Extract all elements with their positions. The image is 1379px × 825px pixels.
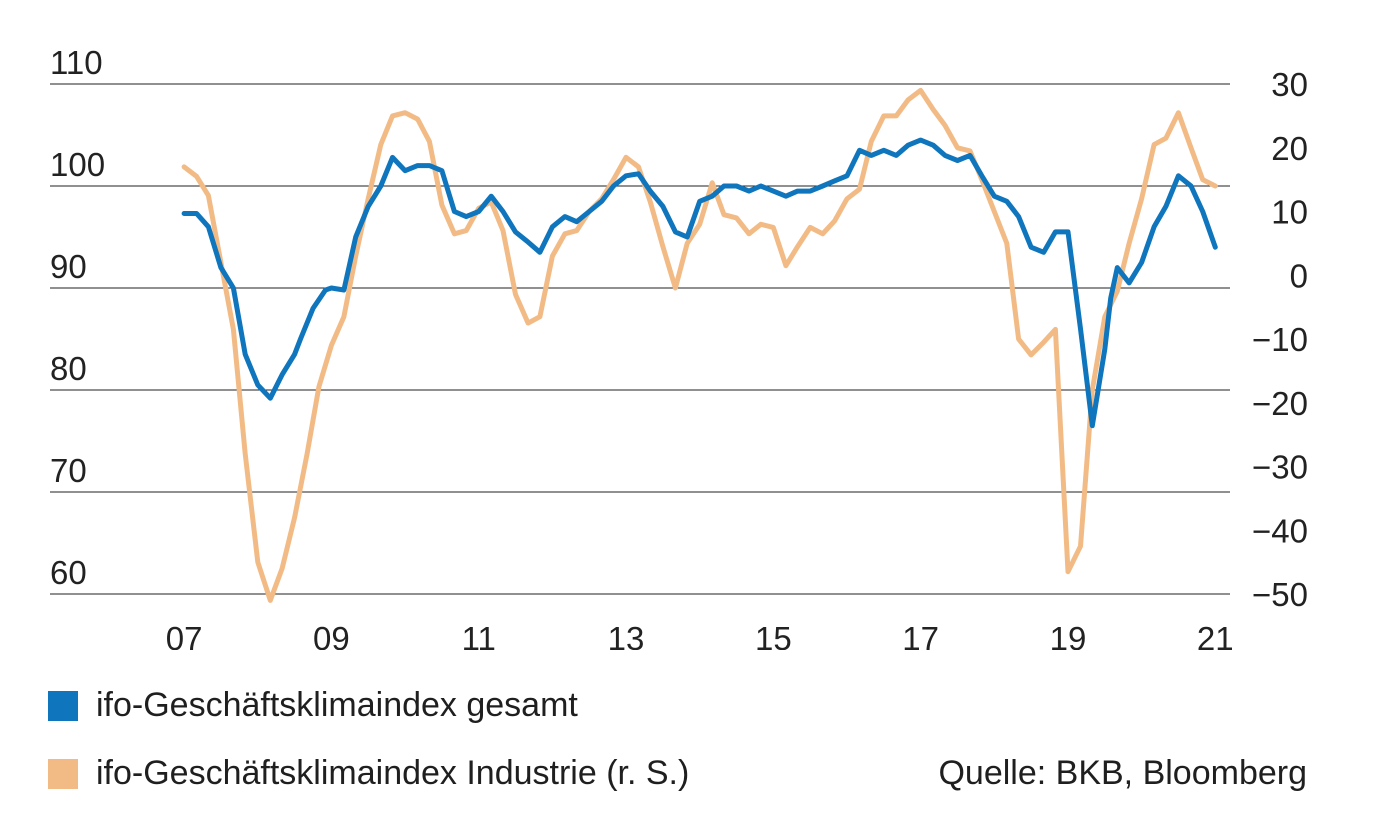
- left-axis-tick-label: 100: [50, 146, 105, 183]
- x-axis-tick-label: 09: [313, 620, 350, 650]
- right-axis-tick-label: 30: [1271, 66, 1308, 103]
- left-axis-tick-label: 70: [50, 452, 87, 489]
- legend-item-industrie: ifo-Geschäftsklimaindex Industrie (r. S.…: [48, 754, 689, 793]
- x-axis-tick-label: 19: [1050, 620, 1087, 650]
- right-axis-tick-label: −20: [1252, 385, 1308, 422]
- x-axis-tick-label: 13: [608, 620, 645, 650]
- x-axis-tick-label: 21: [1197, 620, 1234, 650]
- gridlines: [50, 83, 1230, 595]
- right-axis-tick-label: 0: [1290, 257, 1308, 294]
- right-axis-tick-label: 20: [1271, 130, 1308, 167]
- x-axis-tick-label: 15: [755, 620, 792, 650]
- left-axis-tick-label: 80: [50, 350, 87, 387]
- series-line-industrie: [181, 87, 1218, 603]
- right-axis-tick-label: −40: [1252, 512, 1308, 549]
- right-axis-tick-label: 10: [1271, 194, 1308, 231]
- x-axis-tick-labels: 07 09 11 13 15 17 19 21: [166, 620, 1234, 650]
- left-axis-tick-label: 90: [50, 248, 87, 285]
- x-axis-tick-label: 11: [462, 620, 496, 650]
- legend-label-industrie: ifo-Geschäftsklimaindex Industrie (r. S.…: [96, 754, 690, 792]
- left-axis-tick-label: 110: [50, 44, 103, 81]
- legend-swatch-gesamt: [48, 690, 78, 721]
- left-axis-tick-labels: 60 70 80 90 100 110: [50, 44, 105, 591]
- series-line-gesamt: [181, 137, 1218, 429]
- right-axis-tick-labels: −50 −40 −30 −20 −10 0 10 20 30: [1252, 66, 1308, 613]
- x-axis-tick-label: 17: [902, 620, 939, 650]
- legend-item-gesamt: ifo-Geschäftsklimaindex gesamt: [48, 686, 578, 725]
- series-lines: [181, 87, 1218, 603]
- line-chart: 60 70 80 90 100 110 −50 −40 −30 −20 −10 0 10 20 30 07…: [50, 44, 1308, 650]
- legend-label-gesamt: ifo-Geschäftsklimaindex gesamt: [96, 686, 578, 724]
- x-axis-tick-label: 07: [166, 620, 203, 650]
- left-axis-tick-label: 60: [50, 554, 87, 591]
- source-note: Quelle: BKB, Bloomberg: [938, 754, 1307, 792]
- right-axis-tick-label: −30: [1252, 449, 1308, 486]
- legend-swatch-industrie: [48, 758, 78, 789]
- right-axis-tick-label: −10: [1252, 321, 1308, 358]
- right-axis-tick-label: −50: [1252, 576, 1308, 613]
